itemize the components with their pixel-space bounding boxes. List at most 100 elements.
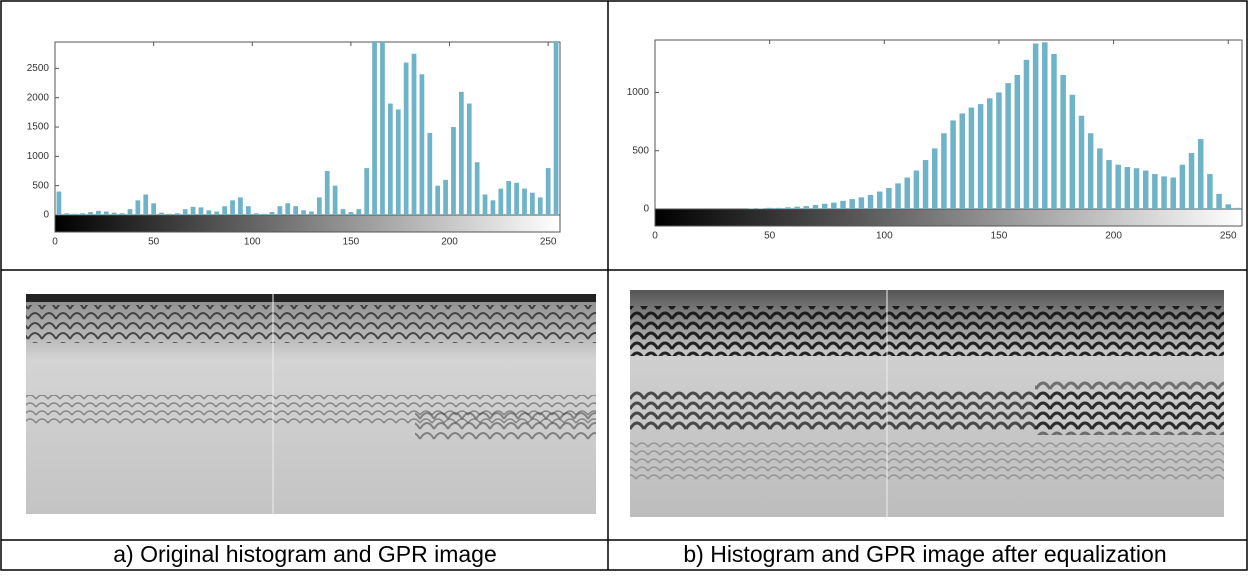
x-tick-label: 100 xyxy=(876,231,893,242)
gpr-image-equalized xyxy=(630,290,1224,517)
bar xyxy=(1032,43,1039,209)
bar xyxy=(996,92,1002,209)
bar xyxy=(849,199,855,209)
bar xyxy=(143,194,149,215)
y-tick-label: 0 xyxy=(43,210,49,221)
bar xyxy=(785,207,791,209)
bar xyxy=(56,191,62,215)
bar xyxy=(895,183,901,209)
bar xyxy=(190,206,196,215)
bar xyxy=(80,213,85,215)
bar xyxy=(1051,53,1057,209)
bar xyxy=(913,170,920,209)
bar xyxy=(419,74,425,215)
x-tick-label: 200 xyxy=(441,237,458,248)
bar xyxy=(348,212,354,215)
bar xyxy=(1087,133,1094,209)
colorbar xyxy=(54,214,561,233)
bar xyxy=(1161,176,1167,209)
bar xyxy=(987,98,993,209)
y-tick-label: 1000 xyxy=(627,87,650,98)
bar xyxy=(959,113,966,209)
bar xyxy=(403,62,409,216)
x-tick-label: 0 xyxy=(652,231,658,242)
bar xyxy=(1197,139,1204,209)
bar xyxy=(451,127,456,215)
bar xyxy=(490,200,496,215)
bar xyxy=(119,213,125,215)
bar xyxy=(1060,74,1066,209)
bar xyxy=(794,206,800,209)
bar xyxy=(435,185,441,215)
bar xyxy=(253,213,259,215)
bar xyxy=(1042,42,1048,209)
bar xyxy=(427,132,433,215)
bar xyxy=(553,42,559,215)
bar xyxy=(1225,204,1231,209)
bar xyxy=(466,103,472,215)
bar xyxy=(482,194,488,215)
bar xyxy=(459,91,464,215)
y-tick-label: 1500 xyxy=(27,122,50,133)
y-tick-label: 0 xyxy=(643,204,649,215)
bar xyxy=(174,213,180,215)
bar xyxy=(316,197,322,215)
bar xyxy=(840,200,846,209)
bar xyxy=(1170,177,1176,209)
bar xyxy=(867,195,874,209)
bar xyxy=(159,212,164,215)
y-tick-label: 500 xyxy=(32,180,49,191)
bar xyxy=(1216,193,1222,209)
bar xyxy=(506,180,512,215)
bar xyxy=(522,188,527,215)
y-tick-label: 500 xyxy=(632,145,649,156)
bar xyxy=(222,206,228,215)
x-tick-label: 150 xyxy=(991,231,1008,242)
bar xyxy=(931,148,938,209)
bar xyxy=(821,203,828,209)
bar xyxy=(324,171,330,215)
bar xyxy=(474,162,480,215)
bar xyxy=(88,212,93,215)
x-tick-label: 250 xyxy=(540,237,557,248)
bar xyxy=(498,188,504,215)
caption: a) Original histogram and GPR image xyxy=(113,541,497,567)
bar xyxy=(886,188,892,209)
bar xyxy=(968,107,975,209)
bar xyxy=(537,197,543,215)
x-tick-label: 250 xyxy=(1220,231,1237,242)
bar xyxy=(1207,174,1213,209)
bar xyxy=(238,197,243,215)
bar xyxy=(922,160,929,209)
bar xyxy=(977,104,984,209)
bar xyxy=(1234,207,1241,209)
bar xyxy=(812,204,819,209)
bar xyxy=(230,200,235,215)
bar xyxy=(206,210,212,215)
bar xyxy=(757,208,764,209)
bar xyxy=(151,203,156,215)
x-tick-label: 200 xyxy=(1105,231,1122,242)
x-tick-label: 100 xyxy=(244,237,261,248)
bar xyxy=(831,202,837,209)
bar xyxy=(1097,148,1103,209)
bar xyxy=(1179,164,1186,209)
bar xyxy=(111,212,117,215)
x-tick-label: 150 xyxy=(343,237,360,248)
y-tick-label: 2000 xyxy=(27,92,50,103)
colorbar xyxy=(654,208,1243,227)
bar xyxy=(766,207,773,209)
bar xyxy=(530,192,535,215)
x-tick-label: 50 xyxy=(148,237,160,248)
bar xyxy=(293,206,299,215)
bar xyxy=(103,211,109,215)
bar xyxy=(950,120,956,209)
bar xyxy=(1005,83,1011,209)
bar xyxy=(214,211,220,215)
bar xyxy=(443,179,448,215)
caption: b) Histogram and GPR image after equaliz… xyxy=(683,541,1166,567)
bar xyxy=(1014,74,1021,209)
